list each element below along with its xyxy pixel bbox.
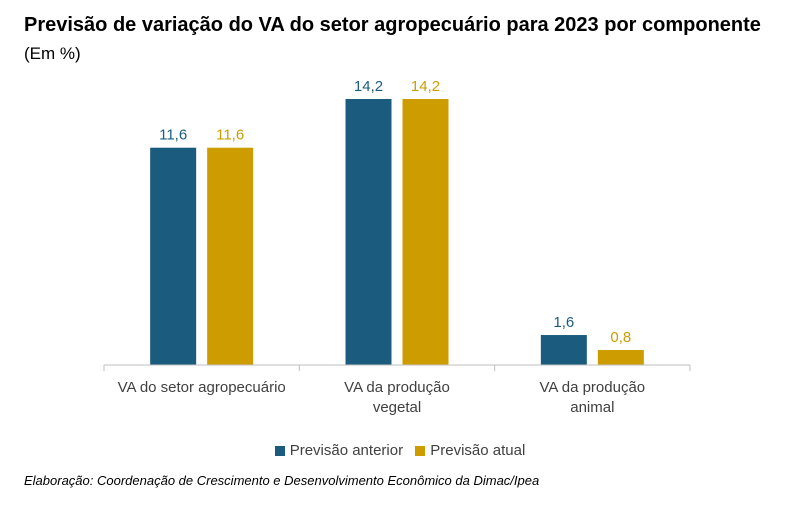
bar-chart: 11,6 11,6 VA do setor agropecuário 14,2 14,2… [103,78,691,416]
category-label-2-1: animal [570,399,614,416]
bar-anterior-0 [150,147,197,365]
data-label-atual-0: 11,6 [216,127,244,144]
legend: Previsão anterior Previsão atual [0,442,800,460]
legend-swatch-anterior [274,445,285,456]
data-label-anterior-2: 1,6 [553,314,574,331]
bar-atual-1 [402,99,449,365]
category-label-0-0: VA do setor agropecuário [118,379,286,396]
legend-label-anterior: Previsão anterior [289,442,404,459]
data-label-anterior-1: 14,2 [354,78,383,95]
category-label-1-1: vegetal [373,399,421,416]
category-label-2-0: VA da produção [540,379,646,396]
legend-item-anterior: Previsão anterior [274,442,404,459]
legend-item-atual: Previsão atual [415,442,525,459]
source-note: Elaboração: Coordenação de Crescimento e… [24,473,540,488]
data-label-atual-1: 14,2 [411,78,440,95]
data-label-anterior-0: 11,6 [159,127,187,144]
chart-subtitle: (Em %) [24,44,81,63]
bar-atual-0 [207,147,254,365]
bar-atual-2 [597,350,644,365]
chart-title: Previsão de variação do VA do setor agro… [24,14,761,36]
legend-label-atual: Previsão atual [430,442,526,459]
bar-anterior-1 [345,99,392,365]
legend-swatch-atual [415,445,426,456]
category-label-1-0: VA da produção [344,379,450,396]
bar-anterior-2 [540,335,587,365]
data-label-atual-2: 0,8 [610,329,631,346]
